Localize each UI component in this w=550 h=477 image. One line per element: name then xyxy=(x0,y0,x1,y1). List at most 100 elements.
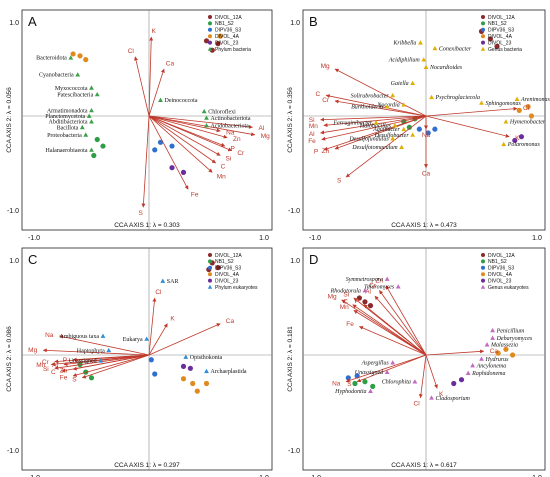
sample-point xyxy=(509,352,516,358)
taxon-label: Gaiella xyxy=(391,81,409,87)
vector-arrow-zn xyxy=(334,115,427,150)
taxon-marker xyxy=(384,104,390,109)
x-tick-min: -1.0 xyxy=(28,475,40,477)
legend-marker xyxy=(481,27,485,32)
taxon-label: Chloroflexi xyxy=(208,108,236,115)
vector-label-mn: Mn xyxy=(309,123,318,130)
vector-arrow-s xyxy=(356,354,427,383)
taxon-marker xyxy=(390,360,396,365)
panel-label: B xyxy=(309,14,318,29)
sample-point xyxy=(362,299,368,305)
taxon-marker xyxy=(204,115,209,120)
taxon-label: SAR xyxy=(167,279,179,285)
legend-entry: DIPV36_S3 xyxy=(215,266,241,272)
cca-panel-a: A K Cl Ca Na Al Zn Mg PCr SiC Mn Fe S Bacteroidota Cya… xyxy=(6,9,273,242)
panel-label: A xyxy=(28,14,37,29)
vector-label-fe: Fe xyxy=(308,138,316,145)
taxon-label: Desulfofundulus xyxy=(348,136,389,143)
taxon-marker xyxy=(429,395,434,400)
sample-point xyxy=(152,147,158,153)
taxon-marker xyxy=(68,55,74,60)
plot-frame xyxy=(21,9,273,231)
vector-arrow-zn xyxy=(385,285,427,356)
sample-point xyxy=(180,363,187,369)
legend-entry: DIVOL_4A xyxy=(488,34,513,40)
taxon-label: Unassigned xyxy=(69,359,97,365)
vector-label-fe: Fe xyxy=(60,374,68,381)
vector-label-k: K xyxy=(151,28,156,35)
sample-point xyxy=(451,380,457,387)
sample-point xyxy=(100,143,106,149)
vector-label-na: Na xyxy=(226,129,235,136)
vector-arrow-p xyxy=(323,115,427,151)
legend-marker xyxy=(208,21,212,26)
taxon-label: Acidiphilium xyxy=(388,58,421,64)
legend-entry: DIVOL_12A xyxy=(488,253,515,259)
taxon-marker xyxy=(401,126,407,132)
legend-entry: DIPV36_S3 xyxy=(488,266,514,272)
sample-point xyxy=(503,346,509,352)
plot-frame xyxy=(302,247,546,471)
vector-label-c: C xyxy=(316,91,321,98)
taxon-label: Sphingomonas xyxy=(486,101,522,107)
taxon-marker xyxy=(501,141,507,147)
taxon-marker xyxy=(429,94,434,100)
sample-point xyxy=(203,380,210,387)
vector-arrow-ca xyxy=(148,323,221,356)
legend-entry: DIVOL_12A xyxy=(215,15,242,21)
taxon-marker xyxy=(390,136,396,141)
taxon-marker xyxy=(83,132,89,137)
taxon-label: Myxococcota xyxy=(55,86,88,92)
legend-marker xyxy=(481,34,485,39)
vector-label-si: Si xyxy=(226,155,232,162)
y-tick-min: -1.0 xyxy=(288,208,300,215)
vector-label-fe: Fe xyxy=(191,192,199,199)
vector-label-p: P xyxy=(355,298,359,305)
taxon-label: Acidobacteriota xyxy=(211,123,250,129)
taxon-marker xyxy=(418,40,423,45)
taxon-label: Chlorophita xyxy=(382,380,411,386)
taxon-label: Desulfobacter xyxy=(374,132,410,139)
taxon-label: Desulfotomaculum xyxy=(351,144,398,151)
taxon-label: Armatimonadota xyxy=(47,108,88,114)
vector-label-ca: Ca xyxy=(226,318,235,325)
vector-label-ca: Ca xyxy=(422,171,431,178)
vector-label-mg: Mg xyxy=(28,347,37,354)
taxon-label: Aspergillus xyxy=(361,361,390,367)
vector-arrow-c xyxy=(325,94,427,117)
vector-label-si: Si xyxy=(343,291,349,298)
vector-arrow-fe xyxy=(321,115,427,141)
vector-label-p: P xyxy=(230,145,234,152)
taxon-marker xyxy=(79,124,85,130)
legend-marker xyxy=(208,265,212,270)
vector-label-s: S xyxy=(139,210,144,217)
vector-arrow-al xyxy=(148,115,253,129)
legend-marker xyxy=(480,46,486,51)
sample-point xyxy=(512,137,518,144)
legend-entry: DIVOL_4A xyxy=(215,272,240,278)
vector-label-cl: Cl xyxy=(523,105,530,112)
taxon-label: Symmetrospora xyxy=(346,277,383,283)
taxon-marker xyxy=(390,92,396,98)
panel-label: C xyxy=(28,252,37,267)
taxon-marker xyxy=(490,335,495,340)
taxon-label: Aquibacter xyxy=(372,127,400,133)
taxon-label: Cyanobacteria xyxy=(39,73,74,79)
vector-arrow-mg xyxy=(334,68,427,117)
taxon-marker xyxy=(432,45,438,51)
sample-point xyxy=(169,143,175,149)
taxon-marker xyxy=(470,363,476,368)
vector-label-mg: Mg xyxy=(261,133,270,140)
vector-label-cl: Cl xyxy=(128,48,135,55)
sample-point xyxy=(518,134,525,140)
sample-point xyxy=(352,380,358,387)
vector-arrow-cl xyxy=(134,56,150,117)
vector-arrow-al xyxy=(374,295,427,356)
vector-label-mg: Mg xyxy=(328,294,337,301)
sample-point xyxy=(215,41,221,47)
legend-marker xyxy=(481,259,485,264)
legend-entry: DIVOL_23 xyxy=(215,40,239,46)
vector-arrow-p xyxy=(363,304,427,356)
vector-label-s: S xyxy=(72,377,77,384)
legend-marker xyxy=(481,40,485,45)
